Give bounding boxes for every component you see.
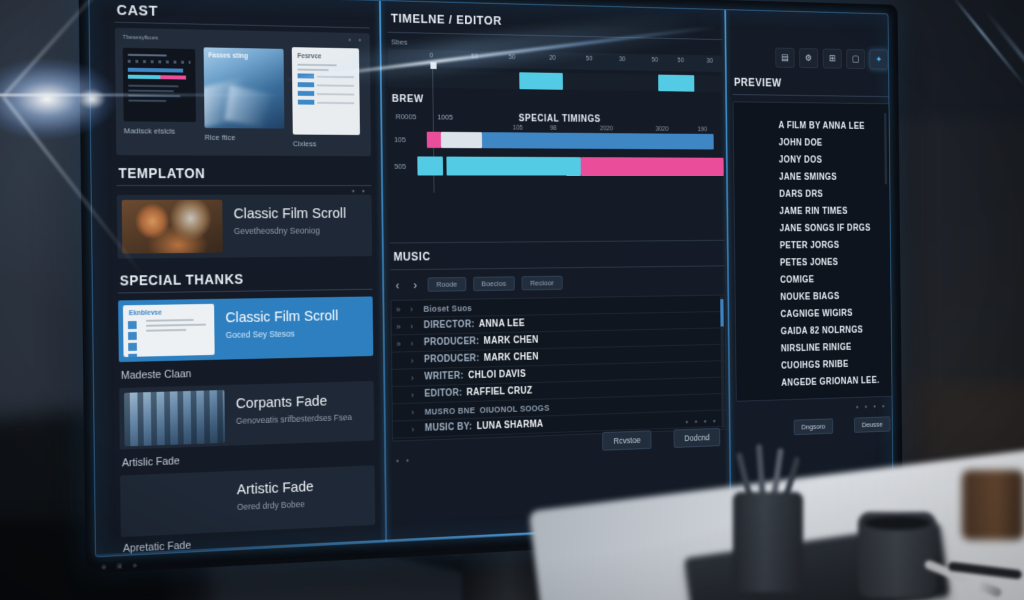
left-sidebar: CAST Tbesesyfkoes ● ● Mad [114, 0, 376, 557]
divider [117, 288, 373, 294]
music-button-right[interactable]: Dodcnd [673, 427, 721, 448]
template-subtitle: Goced Sey Stesos [225, 328, 295, 340]
music-section-title: MUSIC [393, 249, 431, 264]
chevron-double-icon: » [396, 339, 401, 349]
music-toolbar: ‹ › Roode Boecios Recioor [392, 275, 563, 293]
template-item-classic-film-scroll[interactable]: Classic Film Scroll Gevetheosdny Seoniog [116, 194, 373, 259]
template-thumbnail: Eknblevse [122, 303, 215, 358]
template-thumbnail [121, 199, 223, 254]
credits-list: » › Bioset Suos » › DIRECTOR: ANNA LEE » … [390, 294, 727, 442]
divider [116, 184, 372, 187]
music-button-left[interactable]: Rcvstoe [602, 430, 652, 451]
frame-icon[interactable]: ▢ [846, 49, 866, 70]
cast-section-title: CAST [116, 1, 159, 20]
chevron-icon: › [410, 373, 414, 383]
template-label-madeste: Madeste Claan [120, 368, 192, 382]
templates-section-title: TEMPLATON [118, 165, 206, 182]
effects-icon[interactable]: ✦ [869, 49, 889, 70]
chevron-icon: › [410, 355, 414, 366]
panel-dots: ● ● ● ● [855, 403, 888, 411]
ruler-tick: 30 [618, 56, 626, 63]
timeline-track-1[interactable] [389, 131, 724, 150]
template-thumbnail [125, 476, 226, 534]
template-label-artislic: Artislic Fade [121, 455, 180, 470]
divider [389, 239, 725, 244]
panel-dots: ● ● [395, 458, 412, 465]
preview-title: PREVIEW [733, 75, 782, 90]
ruler-tick: 20 [549, 54, 556, 62]
thumb-label: Eknblevse [128, 309, 162, 318]
music-tab-2[interactable]: Boecios [472, 276, 515, 292]
template-item-selected[interactable]: Eknblevse Classic Film Scroll Goced Sey … [118, 296, 374, 363]
timeline-track-2[interactable] [389, 156, 724, 176]
cast-thumb-caption: Cixless [292, 139, 317, 149]
chevron-double-icon: » [395, 304, 401, 315]
template-subtitle: Gevetheosdny Seoniog [233, 225, 321, 236]
chevron-icon: › [411, 424, 415, 435]
ruler-clip-row[interactable] [387, 70, 723, 93]
chevron-icon: › [411, 407, 415, 418]
divider [390, 265, 725, 271]
preview-viewport: A FILM BY ANNA LEE JOHN DOE JONY DOS JAN… [732, 101, 894, 402]
mountain-thumbnail: Fasses sting [203, 47, 285, 129]
cast-panel: Tbesesyfkoes ● ● Madisck etslcls [114, 27, 371, 157]
lens-flare [0, 44, 142, 154]
ruler-tick: 50 [651, 56, 659, 64]
app-window: CAST Tbesesyfkoes ● ● Mad [88, 0, 894, 558]
grid-icon[interactable]: ⊞ [822, 48, 842, 69]
thumb-overlay-text: Fasses sting [208, 52, 249, 60]
template-title: Corpants Fade [235, 392, 328, 413]
prev-arrow-button[interactable]: ‹ [395, 278, 400, 292]
template-title: Classic Film Scroll [233, 205, 347, 223]
ruler-tick: 30 [706, 58, 713, 65]
corner-glint [984, 10, 1024, 121]
music-tab-1[interactable]: Roode [427, 276, 466, 292]
wooden-cup [962, 470, 1024, 540]
music-tab-3[interactable]: Recioor [521, 275, 563, 291]
chevron-icon: › [410, 338, 414, 349]
special-thanks-section-title: SPECIAL THANKS [119, 271, 244, 289]
brew-label: BREW [391, 93, 424, 105]
settings-icon[interactable]: ⚙ [799, 48, 819, 69]
divider [114, 21, 370, 29]
cast-thumb-caption: Rice ftice [204, 132, 236, 142]
chevron-icon: › [410, 321, 414, 332]
preview-scrollbar[interactable] [884, 113, 888, 185]
background-shelf [880, 120, 1024, 380]
chevron-icon: › [411, 390, 414, 400]
cast-panel-label: Tbesesyfkoes [122, 34, 159, 42]
panel-divider-left [379, 0, 388, 542]
credits-preview-text: A FILM BY ANNA LEE JOHN DOE JONY DOS JAN… [778, 120, 880, 389]
panel-dots: ● ● [348, 37, 365, 44]
divider [732, 94, 891, 98]
layers-icon[interactable]: ▤ [775, 47, 795, 68]
ruler-tick: 50 [585, 55, 593, 63]
template-subtitle: Genoveatis srifbesterdses Fsea [235, 412, 353, 426]
desk-jar [858, 512, 936, 598]
preview-toolbar: ▤ ⚙ ⊞ ▢ ✦ [775, 47, 889, 70]
preview-button-right[interactable]: Deusse [853, 416, 891, 433]
panel-dots: ● ● ● ● [685, 418, 719, 426]
template-item-artistic-fade[interactable]: Artistic Fade Oered drdy Bobee [120, 465, 376, 538]
timeline-size-label: Sbes [391, 37, 408, 47]
bezel-logo-icons: ◉ ▣ ◈ [100, 561, 142, 572]
template-title: Artistic Fade [236, 478, 314, 499]
template-subtitle: Oered drdy Bobee [236, 499, 305, 512]
chevron-double-icon: » [396, 321, 401, 332]
timeline-title: TIMELNE / EDITOR [390, 10, 502, 28]
pen-cup [733, 492, 803, 592]
template-label-apretatic: Apretatic Fade [122, 539, 192, 555]
lens-flare-beam [0, 94, 290, 96]
template-item-corpants-fade[interactable]: Corpants Fade Genoveatis srifbesterdses … [119, 380, 375, 450]
chevron-icon: › [410, 304, 413, 314]
timeline-editor-panel: TIMELNE / EDITOR Sbes 0 53 50 20 50 30 5… [387, 1, 727, 543]
ruler-tick: 50 [677, 57, 684, 65]
template-title: Classic Film Scroll [225, 307, 339, 327]
template-thumbnail [123, 389, 226, 447]
preview-button-left[interactable]: Dngsoro [793, 418, 834, 436]
lens-flare-secondary [72, 84, 112, 114]
next-arrow-button[interactable]: › [413, 278, 418, 292]
